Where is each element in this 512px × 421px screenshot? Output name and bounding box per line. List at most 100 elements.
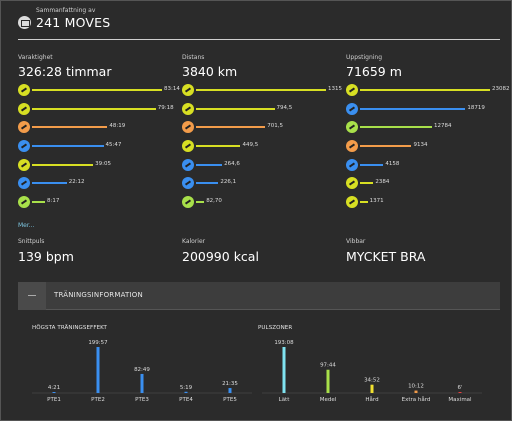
mountaineering-icon [18,196,30,209]
activity-value: 12784 [434,123,452,130]
activity-bar [196,126,266,129]
activity-bar [32,201,45,204]
hiking-icon [346,84,358,96]
bar-value-label: 193:08 [274,340,294,346]
activity-bar [196,201,205,204]
activity-value: 18719 [467,104,485,111]
category-label: Medel [320,397,337,403]
category-label: Maximal [448,397,472,403]
bar-value-label: 6' [457,385,462,391]
activity-bar [360,145,412,148]
more-link[interactable]: Mer... [18,222,35,229]
bar-value-label: 34:52 [364,378,380,384]
bar-value-label: 5:19 [180,385,193,391]
skating-icon [182,84,194,96]
activity-value: 1315 [328,86,342,92]
collapse-toggle-icon[interactable] [18,282,46,310]
activity-row: 48:19 [18,120,178,139]
activity-bar [32,126,108,129]
column-label: Distans [182,54,205,61]
activity-bar [32,163,94,166]
multisport-icon [182,177,194,190]
activity-value: 701,5 [267,123,284,130]
chart-bar [326,369,330,393]
activity-value: 39:05 [95,160,111,167]
activity-row: 22:12 [18,176,178,195]
activity-bar [196,182,219,185]
chart-bar [228,388,232,393]
walking-icon [182,140,194,153]
activity-row: 82,70 [182,195,342,214]
chart-bar [52,391,56,393]
stat-value: 139 bpm [18,249,74,264]
activity-row: 79:18 [18,102,178,121]
activity-value: 22:12 [68,179,85,186]
skiing-icon [18,158,30,171]
activity-bar [196,89,326,91]
hr-zones-chart-title: PULSZONER [258,325,293,331]
activity-row: 226,1 [182,176,342,195]
skiing-icon [346,177,358,190]
column-total: 71659 m [346,64,402,79]
activity-value: 83:14 [164,86,180,92]
activity-bar [32,89,162,91]
activity-bar [32,182,67,185]
activity-row: 45:47 [18,139,178,158]
chart-bar [458,392,462,393]
activity-row: 23082 [346,83,510,102]
activity-row: 18719 [346,102,506,121]
bar-value-label: 4:21 [48,385,60,391]
category-label: Hård [365,396,378,403]
hiking-icon [182,102,194,115]
stat-feeling: Vibbar MYCKET BRA [346,238,425,264]
header-subtitle: Sammanfattning av [36,7,96,14]
activity-row: 1315 [182,83,342,102]
activity-value: 23082 [492,86,510,92]
cycling-icon [18,121,30,134]
activity-row: 9134 [346,139,506,158]
activity-row: 83:14 [18,83,180,102]
walking-icon [346,196,358,209]
chart-bar [184,391,188,393]
activity-bar [360,201,368,204]
activity-value: 79:18 [157,104,174,111]
activity-bar [196,107,275,110]
activity-value: 82,70 [206,198,222,205]
activity-row: 701,5 [182,120,342,139]
category-label: Lätt [279,397,291,403]
activity-value: 226,1 [220,179,237,186]
distance-rows: 1315 794,5 701,5 449,5 264,6 226,1 82,70 [182,83,342,214]
activity-bar [32,145,104,148]
category-label: PTE3 [135,397,149,403]
mountaineering-icon [346,121,358,134]
skating-icon [346,102,358,115]
calendar-icon [18,16,31,29]
activity-row: 12784 [346,120,506,139]
walking-icon [18,102,30,115]
pte-chart-title: HÖGSTA TRÄNINGSEFFEKT [32,325,107,331]
activity-value: 8:17 [47,198,60,205]
activity-value: 4158 [385,160,400,167]
summary-header: Sammanfattning av 241 MOVES [18,6,500,40]
cycling-icon [182,121,194,134]
stat-label: Kalorier [182,238,206,245]
stat-calories: Kalorier 200990 kcal [182,238,259,264]
chart-bar [140,373,144,393]
stat-label: Snittpuls [18,238,45,245]
running-icon [346,158,358,171]
category-label: PTE4 [179,397,193,403]
training-info-panel[interactable]: TRÄNINGSINFORMATION [18,282,500,310]
stat-value: MYCKET BRA [346,249,426,264]
multisport-icon [18,177,30,190]
activity-value: 1371 [369,198,384,205]
activity-bar [360,107,466,110]
mountaineering-icon [182,196,194,209]
page-title: 241 MOVES [36,15,111,30]
activity-bar [196,163,223,166]
activity-value: 45:47 [105,142,122,149]
activity-row: 8:17 [18,195,178,214]
ascent-column: Uppstigning 71659 m 23082 18719 12784 9134 4… [346,54,510,214]
stat-label: Vibbar [346,238,366,245]
activity-row: 39:05 [18,158,178,177]
chart-bar [282,347,286,393]
